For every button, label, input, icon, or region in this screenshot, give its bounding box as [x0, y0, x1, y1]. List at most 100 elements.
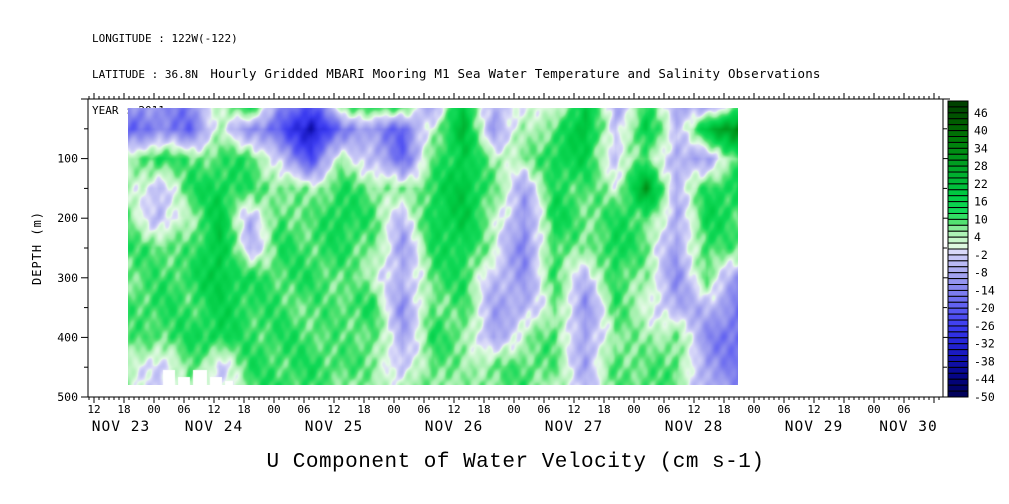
colorbar-segment [947, 159, 969, 167]
colorbar-segment [947, 378, 969, 386]
colorbar-segment [947, 284, 969, 291]
x-hour-tick-label: 00 [747, 403, 760, 416]
colorbar-segment [947, 266, 969, 274]
colorbar-segment [947, 118, 969, 126]
colorbar-segment [947, 331, 969, 339]
colorbar-segment [947, 366, 969, 374]
x-hour-tick-label: 06 [417, 403, 430, 416]
colorbar-segment [947, 360, 969, 368]
colorbar-tick-label: 34 [974, 141, 988, 155]
colorbar-segment [947, 384, 969, 392]
x-hour-tick-label: 00 [267, 403, 280, 416]
colorbar-segment [947, 242, 969, 250]
colorbar-tick-label: -32 [974, 337, 995, 351]
colorbar-tick-label: -50 [974, 390, 995, 404]
x-hour-tick-label: 18 [357, 403, 370, 416]
x-hour-tick-label: 00 [627, 403, 640, 416]
x-hour-tick-label: 12 [567, 403, 580, 416]
x-hour-tick-label: 18 [237, 403, 250, 416]
colorbar-segment [947, 201, 969, 209]
plot-frame [87, 98, 944, 398]
colorbar-tick-label: -44 [974, 372, 995, 386]
x-hour-tick-label: 18 [477, 403, 490, 416]
colorbar-segment [947, 218, 969, 226]
colorbar-segment [947, 295, 969, 303]
x-hour-tick-label: 00 [507, 403, 520, 416]
x-date-label: NOV 29 [785, 419, 843, 435]
colorbar-tick-label: 22 [974, 177, 988, 191]
heatmap-canvas [128, 108, 738, 385]
colorbar-segment [947, 390, 969, 398]
colorbar-segment [947, 136, 969, 143]
x-date-label: NOV 30 [879, 419, 937, 435]
x-hour-tick-label: 18 [597, 403, 610, 416]
colorbar-tick-label: -2 [974, 248, 988, 262]
colorbar-segment [947, 349, 969, 357]
x-hour-tick-label: 12 [87, 403, 100, 416]
x-hour-tick-label: 06 [897, 403, 910, 416]
colorbar-segment [947, 278, 969, 286]
latitude-label: LATITUDE : 36.8N [92, 68, 198, 81]
colorbar-segment [947, 230, 969, 238]
colorbar-segment [947, 141, 969, 149]
colorbar-tick-label: 16 [974, 195, 988, 209]
y-depth-tick-label: 500 [57, 390, 78, 404]
y-depth-tick-label: 400 [57, 330, 78, 344]
colorbar-segment [947, 289, 969, 297]
colorbar-segment [947, 307, 969, 315]
figure-header: LONGITUDE : 122W(-122) LATITUDE : 36.8N … [92, 9, 238, 141]
x-date-label: NOV 28 [665, 419, 723, 435]
colorbar-tick-label: -20 [974, 301, 995, 315]
x-hour-tick-label: 00 [867, 403, 880, 416]
colorbar-segment [947, 272, 969, 280]
colorbar-segment [947, 124, 969, 132]
x-hour-tick-label: 12 [447, 403, 460, 416]
y-depth-tick-label: 100 [57, 152, 78, 166]
colorbar-segment [947, 212, 969, 220]
colorbar-tick-label: -8 [974, 266, 988, 280]
colorbar-segment [947, 130, 969, 138]
colorbar-segment [947, 195, 969, 203]
colorbar-segment [947, 224, 969, 232]
x-hour-tick-label: 06 [777, 403, 790, 416]
x-hour-tick-label: 18 [837, 403, 850, 416]
colorbar-segment [947, 236, 969, 244]
colorbar-segment [947, 177, 969, 185]
x-hour-tick-label: 06 [657, 403, 670, 416]
x-date-label: NOV 26 [425, 419, 483, 435]
colorbar-tick-label: -14 [974, 283, 995, 297]
y-depth-tick-label: 200 [57, 211, 78, 225]
longitude-label: LONGITUDE : 122W(-122) [92, 32, 238, 45]
colorbar-segment [947, 254, 969, 262]
x-date-label: NOV 25 [305, 419, 363, 435]
colorbar-tick-label: -26 [974, 319, 995, 333]
colorbar-segment [947, 189, 969, 197]
colorbar-segment [947, 100, 969, 108]
colorbar-segment [947, 106, 969, 114]
x-hour-tick-label: 00 [147, 403, 160, 416]
colorbar-segment [947, 171, 969, 179]
colorbar-segment [947, 337, 969, 345]
x-hour-tick-label: 00 [387, 403, 400, 416]
colorbar-segment [947, 319, 969, 327]
colorbar-segment [947, 165, 969, 173]
x-hour-tick-label: 06 [297, 403, 310, 416]
colorbar-segment [947, 313, 969, 321]
colorbar-tick-label: 46 [974, 106, 988, 120]
x-hour-tick-label: 06 [177, 403, 190, 416]
colorbar-segment [947, 260, 969, 268]
colorbar-segment [947, 301, 969, 309]
colorbar-segment [947, 325, 969, 333]
colorbar-segment [947, 207, 969, 214]
variable-title: U Component of Water Velocity (cm s-1) [266, 451, 765, 474]
colorbar-tick-label: 40 [974, 124, 988, 138]
colorbar-segment [947, 248, 969, 256]
colorbar-tick-label: -38 [974, 354, 995, 368]
x-hour-tick-label: 06 [537, 403, 550, 416]
colorbar-segment [947, 183, 969, 191]
x-hour-tick-label: 18 [717, 403, 730, 416]
colorbar-segment [947, 343, 969, 351]
colorbar-tick-label: 4 [974, 230, 981, 244]
